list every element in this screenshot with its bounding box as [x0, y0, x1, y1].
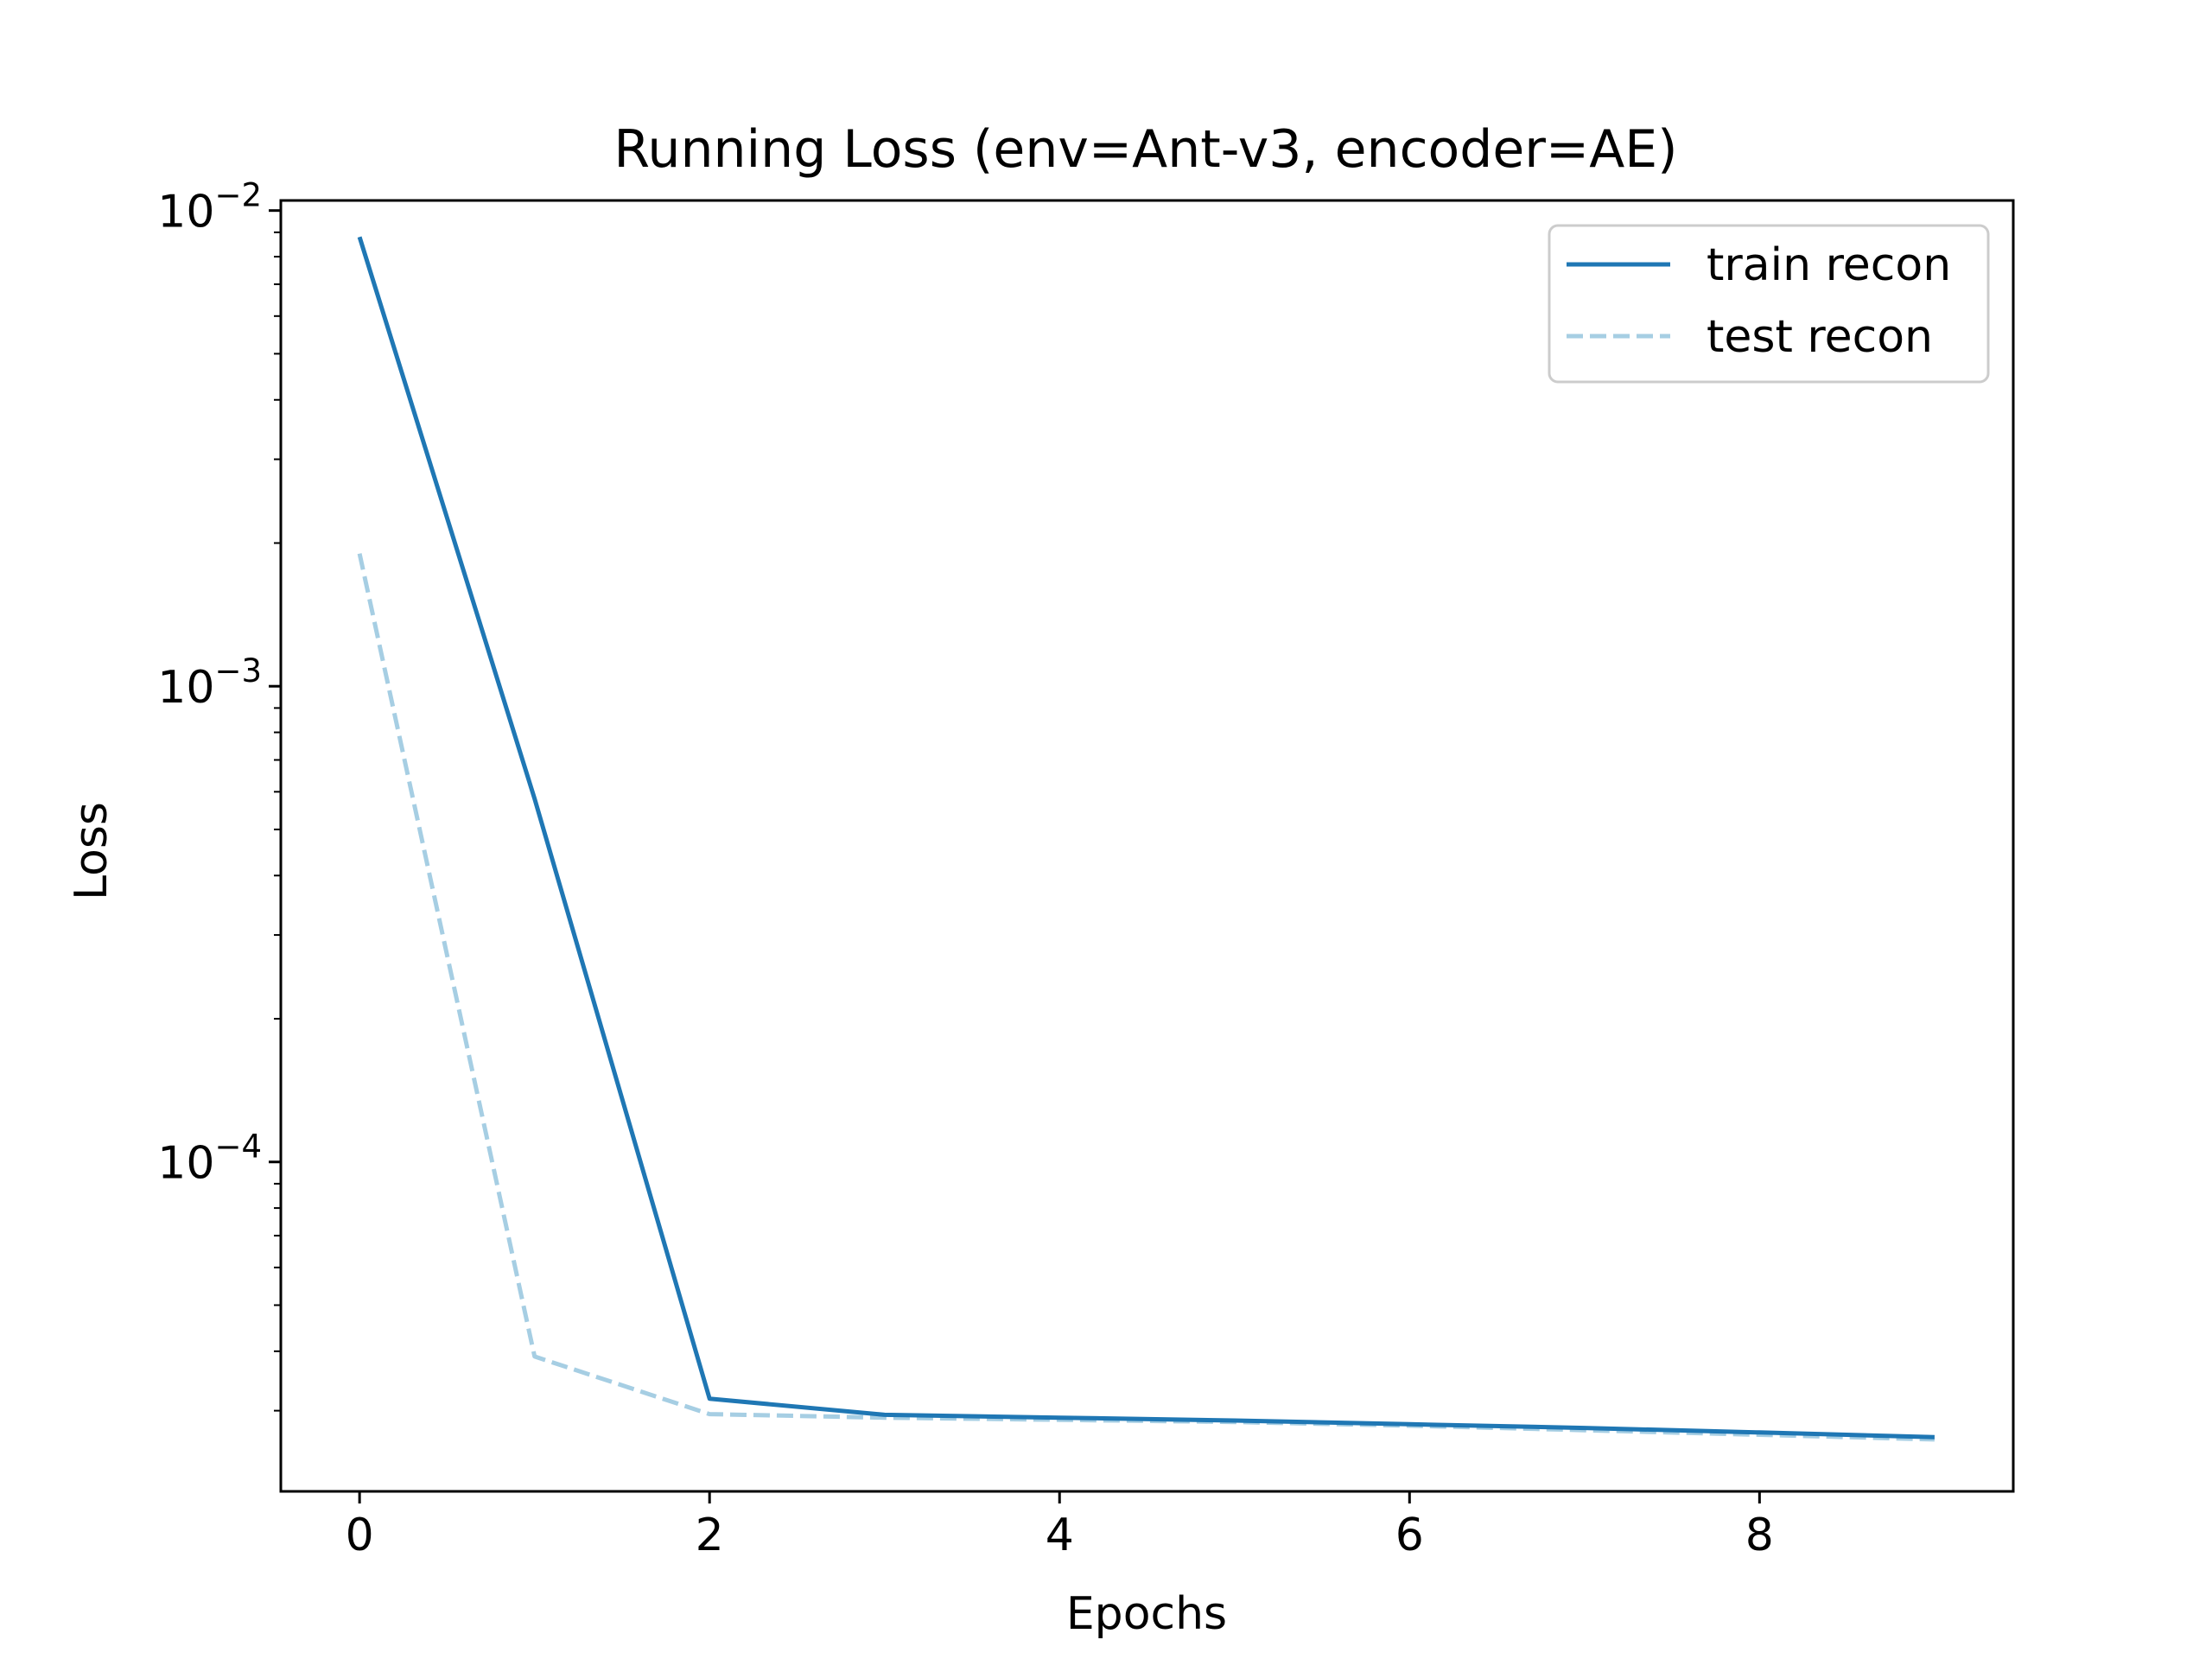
y-tick-label: 10−4	[157, 1128, 262, 1190]
x-tick-label: 2	[696, 1510, 724, 1561]
y-tick-label: 10−2	[157, 177, 262, 238]
legend: train recon test recon	[1548, 224, 1990, 384]
y-tick-label: 10−3	[157, 652, 262, 714]
x-axis-label: Epochs	[1066, 1588, 1227, 1640]
y-tick-base: 10	[157, 1138, 214, 1190]
series-lines	[357, 236, 1935, 1442]
y-tick-base: 10	[157, 187, 214, 238]
chart-title: Running Loss (env=Ant-v3, encoder=AE)	[613, 119, 1677, 180]
y-tick-exponent: −3	[214, 652, 262, 690]
x-tick-label: 4	[1046, 1510, 1074, 1561]
series-line-test-recon	[357, 553, 1935, 1442]
x-tick-label: 8	[1745, 1510, 1774, 1561]
series-line-train-recon	[357, 236, 1935, 1440]
y-tick-exponent: −2	[214, 177, 262, 214]
y-tick-base: 10	[157, 662, 214, 714]
x-tick-label: 6	[1395, 1510, 1424, 1561]
y-axis-label: Loss	[66, 802, 118, 900]
x-tick-label: 0	[346, 1510, 374, 1561]
legend-label-train-recon: train recon	[1707, 239, 1951, 291]
plot-area-frame	[279, 199, 2015, 1493]
legend-label-test-recon: test recon	[1707, 311, 1933, 363]
y-tick-exponent: −4	[214, 1128, 262, 1166]
axis-ticks: 0 2 4 6 810−210−310−4	[157, 177, 1774, 1561]
